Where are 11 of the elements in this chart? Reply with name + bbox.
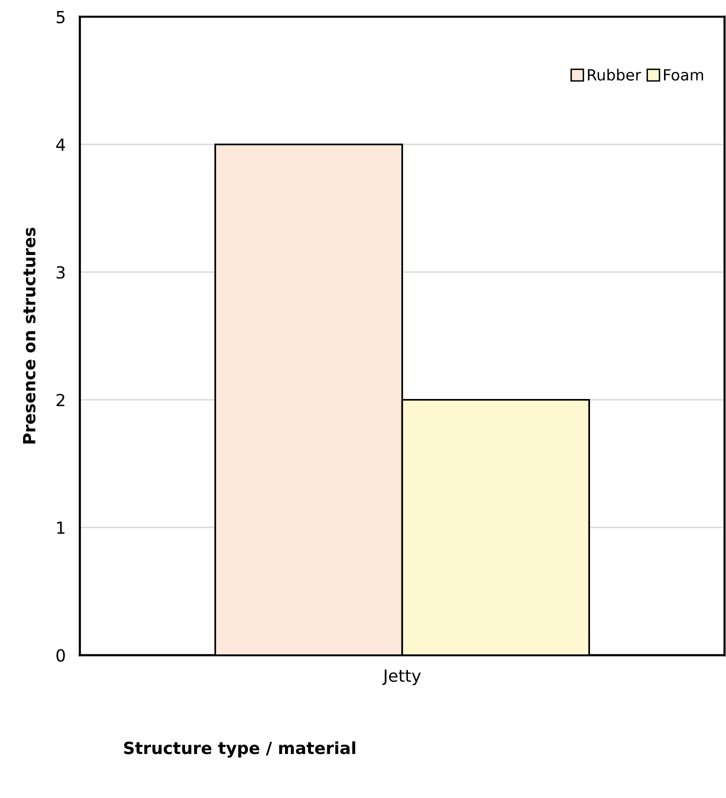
y-tick-label: 0 — [56, 649, 65, 662]
y-tick-label: 5 — [56, 10, 65, 24]
y-axis-title: Presence on structures — [23, 228, 36, 444]
y-tick-label: 1 — [57, 522, 64, 534]
x-tick-label: Jetty — [382, 670, 421, 686]
legend-label: Rubber — [588, 68, 642, 81]
x-axis-title: Structure type / material — [124, 741, 356, 758]
y-tick-label: 4 — [56, 138, 66, 151]
y-tick-label: 3 — [56, 266, 65, 279]
y-tick-label: 2 — [56, 394, 64, 406]
legend-label: Foam — [664, 69, 704, 81]
